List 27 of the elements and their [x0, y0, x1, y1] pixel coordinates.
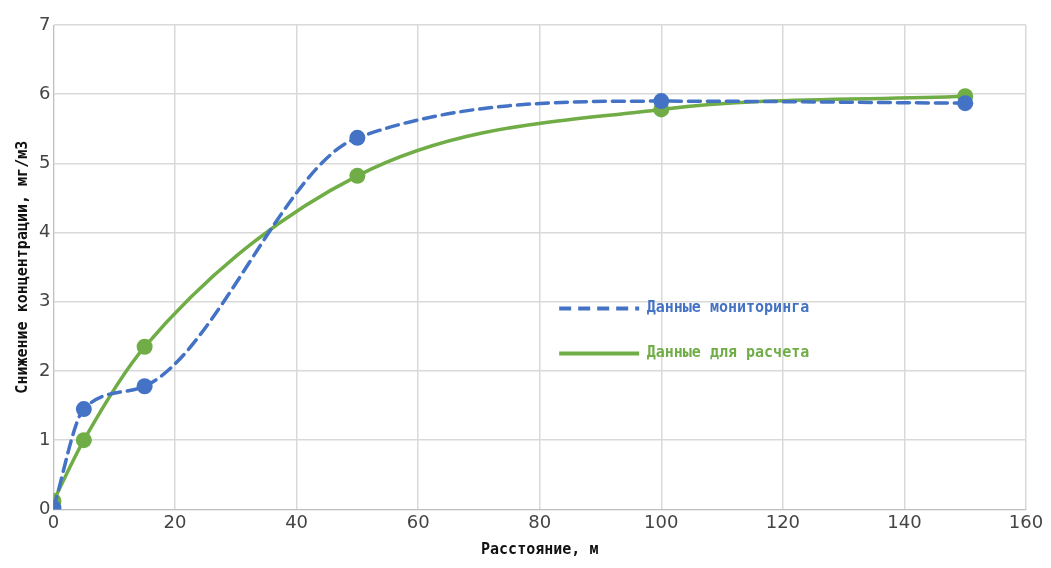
x-tick-label: 80	[528, 510, 552, 532]
x-tick-label: 160	[1008, 510, 1044, 532]
point	[349, 129, 366, 146]
x-tick-label: 140	[887, 510, 922, 532]
point	[136, 338, 153, 355]
point	[349, 167, 366, 184]
point	[75, 401, 92, 418]
x-tick-label: 40	[285, 510, 309, 532]
text: Данные мониторинга	[646, 298, 810, 317]
point	[136, 378, 153, 395]
point	[957, 95, 974, 112]
x-tick-label: 60	[406, 510, 430, 532]
y-tick-label: 2	[39, 358, 51, 380]
y-tick-label: 1	[39, 427, 51, 449]
x-axis-title: Расстояние, м	[481, 539, 599, 558]
y-tick-label: 4	[39, 220, 51, 242]
y-tick-label: 3	[39, 289, 51, 311]
y-tick-label: 6	[39, 81, 51, 103]
x-tick-label: 120	[765, 510, 801, 532]
y-tick-label: 7	[39, 12, 51, 34]
text: Данные для расчета	[646, 343, 810, 362]
y-tick-label: 5	[39, 151, 51, 173]
point	[653, 93, 670, 110]
point	[75, 432, 92, 449]
y-axis-title: Снижение концентрации, мг/м3	[12, 140, 31, 394]
x-tick-label: 100	[644, 510, 679, 532]
x-tick-label: 20	[163, 510, 187, 532]
